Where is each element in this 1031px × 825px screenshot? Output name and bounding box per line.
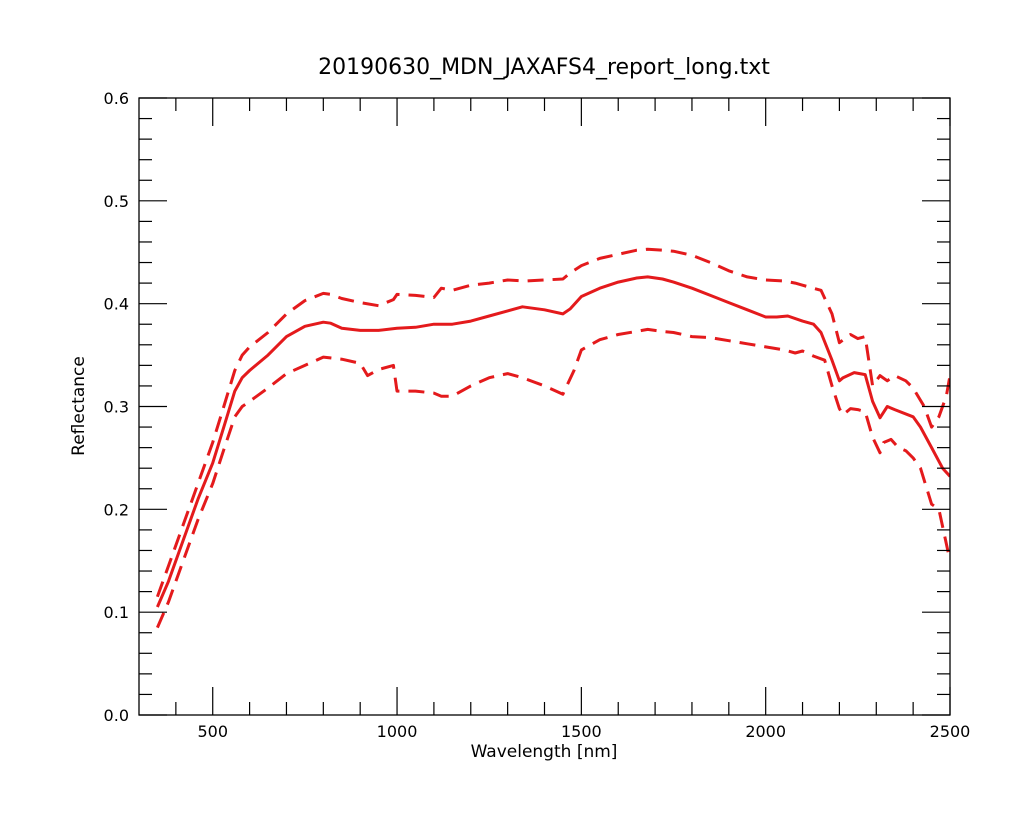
y-tick-label: 0.5 [104, 192, 129, 211]
x-tick-label: 2000 [745, 722, 786, 741]
plot-frame [138, 97, 951, 716]
x-tick-label: 1000 [377, 722, 418, 741]
ticks-layer: 500 1000 1500 2000 2500 0.0 0.1 0.2 0.3 0.4 0.5 0.6 [104, 89, 971, 741]
x-tick-label: 500 [197, 722, 228, 741]
bound-line-2 [156, 327, 950, 629]
chart-title: 20190630_MDN_JAXAFS4_report_long.txt [318, 55, 770, 80]
y-tick-label: 0.2 [104, 500, 129, 519]
x-tick-label: 1500 [561, 722, 602, 741]
mean-reflectance-line [156, 275, 950, 608]
y-tick-label: 0.1 [104, 603, 129, 622]
y-tick-label: 0.0 [104, 706, 129, 725]
y-axis-label: Reflectance [69, 356, 89, 456]
y-tick-label: 0.4 [104, 295, 129, 314]
series-layer [155, 247, 950, 629]
x-axis-label: Wavelength [nm] [471, 742, 618, 762]
x-tick-label: 2500 [930, 722, 971, 741]
y-tick-label: 0.6 [104, 89, 129, 108]
y-tick-label: 0.3 [104, 398, 129, 417]
bound-line-1 [155, 247, 950, 598]
